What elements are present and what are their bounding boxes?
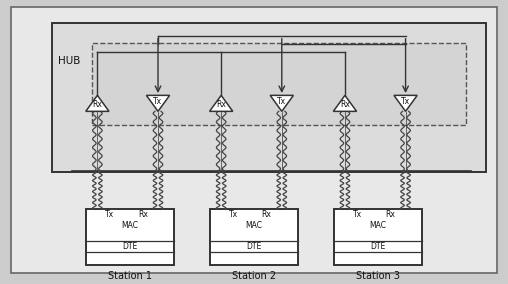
Polygon shape bbox=[86, 95, 109, 111]
Text: MAC: MAC bbox=[122, 221, 139, 230]
Bar bbox=[334, 210, 422, 265]
Polygon shape bbox=[270, 95, 294, 111]
Text: Rx: Rx bbox=[138, 210, 148, 220]
Text: HUB: HUB bbox=[58, 56, 80, 66]
Bar bbox=[92, 43, 466, 126]
Bar bbox=[210, 210, 298, 265]
Text: MAC: MAC bbox=[369, 221, 386, 230]
Text: Tx: Tx bbox=[277, 97, 287, 106]
Polygon shape bbox=[146, 95, 170, 111]
Text: DTE: DTE bbox=[370, 243, 386, 251]
Text: Station 2: Station 2 bbox=[232, 272, 276, 281]
Text: Rx: Rx bbox=[340, 101, 350, 109]
Text: Rx: Rx bbox=[386, 210, 395, 220]
Text: Station 3: Station 3 bbox=[356, 272, 400, 281]
Polygon shape bbox=[333, 95, 357, 111]
Polygon shape bbox=[209, 95, 233, 111]
Text: Rx: Rx bbox=[262, 210, 272, 220]
Text: Tx: Tx bbox=[229, 210, 238, 220]
Text: Tx: Tx bbox=[153, 97, 163, 106]
Bar bbox=[52, 24, 486, 172]
Text: Tx: Tx bbox=[353, 210, 362, 220]
Text: DTE: DTE bbox=[122, 243, 138, 251]
Text: Station 1: Station 1 bbox=[108, 272, 152, 281]
Polygon shape bbox=[394, 95, 417, 111]
Text: Tx: Tx bbox=[401, 97, 410, 106]
Text: Tx: Tx bbox=[106, 210, 115, 220]
Text: MAC: MAC bbox=[245, 221, 263, 230]
Text: Rx: Rx bbox=[216, 101, 226, 109]
Bar bbox=[86, 210, 174, 265]
Text: Rx: Rx bbox=[92, 101, 102, 109]
Text: DTE: DTE bbox=[246, 243, 262, 251]
